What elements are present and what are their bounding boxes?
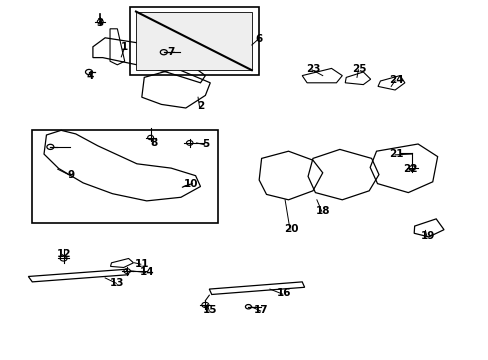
Text: 10: 10 <box>183 179 198 189</box>
Text: 14: 14 <box>139 267 154 277</box>
Text: 22: 22 <box>403 164 417 174</box>
Text: 15: 15 <box>203 305 217 315</box>
Text: 2: 2 <box>197 101 203 111</box>
Text: 19: 19 <box>420 231 434 241</box>
Text: 24: 24 <box>388 75 403 85</box>
Text: 16: 16 <box>276 288 290 298</box>
Text: 21: 21 <box>388 149 403 159</box>
Bar <box>129 7 259 75</box>
Text: 25: 25 <box>351 64 366 74</box>
Text: 20: 20 <box>283 224 298 234</box>
Text: 7: 7 <box>167 47 175 57</box>
Text: 12: 12 <box>56 249 71 259</box>
Text: 3: 3 <box>97 18 103 28</box>
Text: 23: 23 <box>305 64 320 74</box>
Text: 6: 6 <box>255 33 262 44</box>
Bar <box>32 130 217 223</box>
Text: 11: 11 <box>134 258 149 269</box>
Text: 18: 18 <box>315 206 329 216</box>
Text: 17: 17 <box>254 305 268 315</box>
Text: 5: 5 <box>202 139 208 149</box>
Text: 4: 4 <box>86 71 94 81</box>
Text: 8: 8 <box>150 138 157 148</box>
Bar <box>136 12 251 70</box>
Text: 13: 13 <box>110 278 124 288</box>
Text: 1: 1 <box>121 42 128 52</box>
Text: 9: 9 <box>67 170 74 180</box>
